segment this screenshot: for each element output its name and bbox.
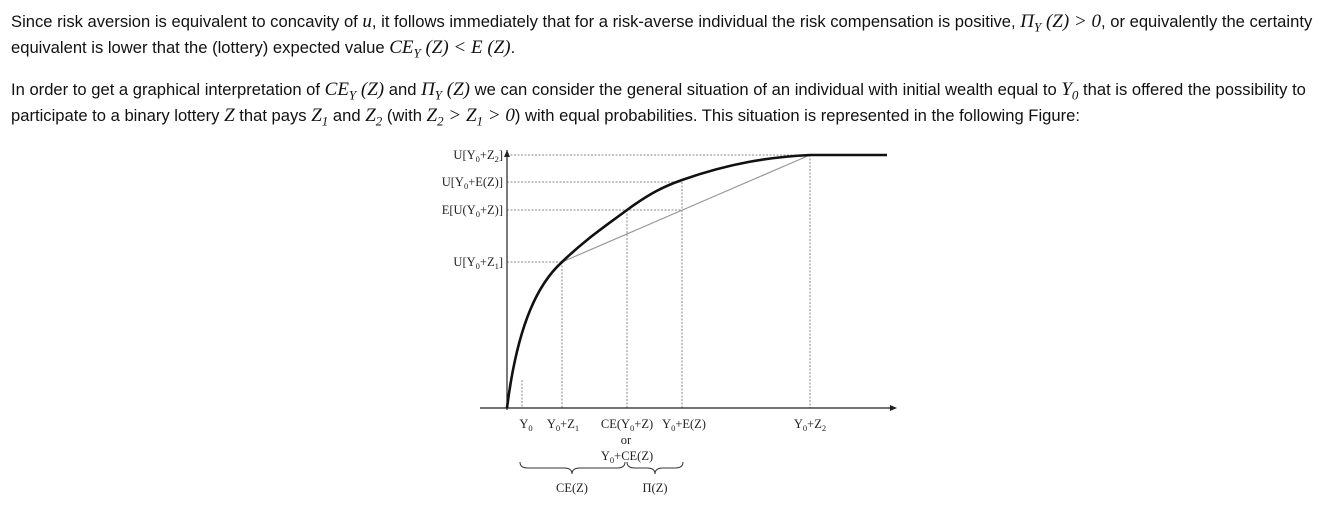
math: > Z bbox=[443, 105, 477, 126]
subscript: 1 bbox=[321, 113, 329, 129]
subscript: Y bbox=[434, 87, 443, 103]
paragraph: Since risk aversion is equivalent to con… bbox=[11, 9, 1326, 61]
x-label: Y0+Z1 bbox=[547, 417, 579, 433]
math: > 0 bbox=[483, 105, 515, 126]
subscript: 2 bbox=[375, 113, 383, 129]
chord bbox=[561, 154, 811, 263]
label-text: Y bbox=[547, 417, 556, 431]
math: CE bbox=[389, 37, 414, 58]
label-text: ] bbox=[499, 148, 503, 162]
label-text: Y bbox=[519, 417, 528, 431]
x-label: Y0+CE(Z) bbox=[601, 449, 653, 465]
math: Π bbox=[421, 79, 435, 100]
label-text: +Z)] bbox=[480, 203, 503, 217]
subscript: Y bbox=[348, 87, 357, 103]
subscript: 0 bbox=[528, 423, 532, 433]
text: that is offered the possibility to parti… bbox=[11, 80, 1306, 125]
y-label: U[Y0+Z2] bbox=[453, 148, 503, 164]
math: Z bbox=[311, 105, 322, 126]
subscript: 0 bbox=[671, 423, 675, 433]
label-text: +E(Z)] bbox=[468, 175, 503, 189]
subscript: 0 bbox=[610, 455, 614, 465]
text: ) with equal probabilities. This situati… bbox=[514, 106, 1080, 125]
subscript: 0 bbox=[556, 423, 560, 433]
label-text: +Z) bbox=[634, 417, 653, 431]
paragraph: In order to get a graphical interpretati… bbox=[11, 77, 1326, 129]
brace-label: CE(Z) bbox=[556, 481, 588, 495]
brace bbox=[519, 461, 626, 475]
subscript: 1 bbox=[495, 261, 499, 271]
label-text: U[Y bbox=[453, 148, 475, 162]
x-label: or bbox=[621, 433, 632, 447]
math: (Z) bbox=[356, 79, 385, 100]
subscript: 1 bbox=[476, 113, 484, 129]
text: , or equivalently the certainty equivale… bbox=[11, 12, 1313, 57]
subscript: 0 bbox=[464, 181, 468, 191]
label-text: Π(Z) bbox=[643, 481, 668, 495]
subscript: Y bbox=[1033, 19, 1042, 35]
subscript: 0 bbox=[476, 261, 480, 271]
math: (Z) < E (Z) bbox=[420, 37, 511, 58]
subscript: 2 bbox=[822, 423, 826, 433]
x-label: Y0+Z2 bbox=[794, 417, 826, 433]
label-text: Y bbox=[794, 417, 803, 431]
text: and bbox=[384, 80, 422, 99]
math: (Z) bbox=[442, 79, 471, 100]
subscript: 2 bbox=[437, 113, 444, 129]
label-text: ] bbox=[499, 255, 503, 269]
utility-curve bbox=[505, 153, 887, 409]
math: CE bbox=[324, 79, 349, 100]
subscript: 0 bbox=[476, 209, 480, 219]
math: (Z) > 0 bbox=[1041, 11, 1102, 32]
text: . bbox=[510, 38, 516, 57]
label-text: CE(Y bbox=[601, 417, 630, 431]
math: Z bbox=[224, 105, 235, 126]
subscript: 2 bbox=[495, 154, 499, 164]
subscript: 0 bbox=[476, 154, 480, 164]
math: u bbox=[362, 11, 372, 32]
label-text: or bbox=[621, 433, 632, 447]
label-text: +Z bbox=[480, 148, 495, 162]
text: we can consider the general situation of… bbox=[470, 80, 1062, 99]
text: (with bbox=[382, 106, 427, 125]
y-label: U[Y0+Z1] bbox=[453, 255, 503, 271]
subscript: 0 bbox=[803, 423, 807, 433]
arrow bbox=[890, 405, 897, 411]
text: that pays bbox=[234, 106, 312, 125]
arrow bbox=[504, 150, 510, 157]
text: In order to get a graphical interpretati… bbox=[11, 80, 325, 99]
label-text: Y bbox=[662, 417, 671, 431]
text: Since risk aversion is equivalent to con… bbox=[11, 12, 363, 31]
brace bbox=[626, 461, 684, 475]
label-text: U[Y bbox=[442, 175, 464, 189]
subscript: 1 bbox=[575, 423, 579, 433]
label-text: U[Y bbox=[453, 255, 475, 269]
x-label: Y0 bbox=[519, 417, 532, 433]
label-text: +Z bbox=[807, 417, 822, 431]
brace-label: Π(Z) bbox=[643, 481, 668, 495]
subscript: 0 bbox=[630, 423, 634, 433]
subscript: 0 bbox=[1071, 87, 1079, 103]
label-text: CE(Z) bbox=[556, 481, 588, 495]
math: Z bbox=[426, 105, 438, 126]
math: Z bbox=[365, 105, 376, 126]
label-text: +Z bbox=[560, 417, 575, 431]
math: Y bbox=[1061, 79, 1072, 100]
label-text: Y bbox=[601, 449, 610, 463]
math: Π bbox=[1020, 11, 1034, 32]
label-text: +Z bbox=[480, 255, 495, 269]
x-label: CE(Y0+Z) bbox=[601, 417, 653, 433]
label-text: +E(Z) bbox=[675, 417, 706, 431]
label-text: E[U(Y bbox=[442, 203, 476, 217]
subscript: Y bbox=[413, 45, 421, 61]
label-text: +CE(Z) bbox=[614, 449, 653, 463]
y-label: U[Y0+E(Z)] bbox=[442, 175, 503, 191]
y-label: E[U(Y0+Z)] bbox=[442, 203, 503, 219]
text: , it follows immediately that for a risk… bbox=[371, 12, 1021, 31]
x-label: Y0+E(Z) bbox=[662, 417, 706, 433]
text: and bbox=[328, 106, 366, 125]
